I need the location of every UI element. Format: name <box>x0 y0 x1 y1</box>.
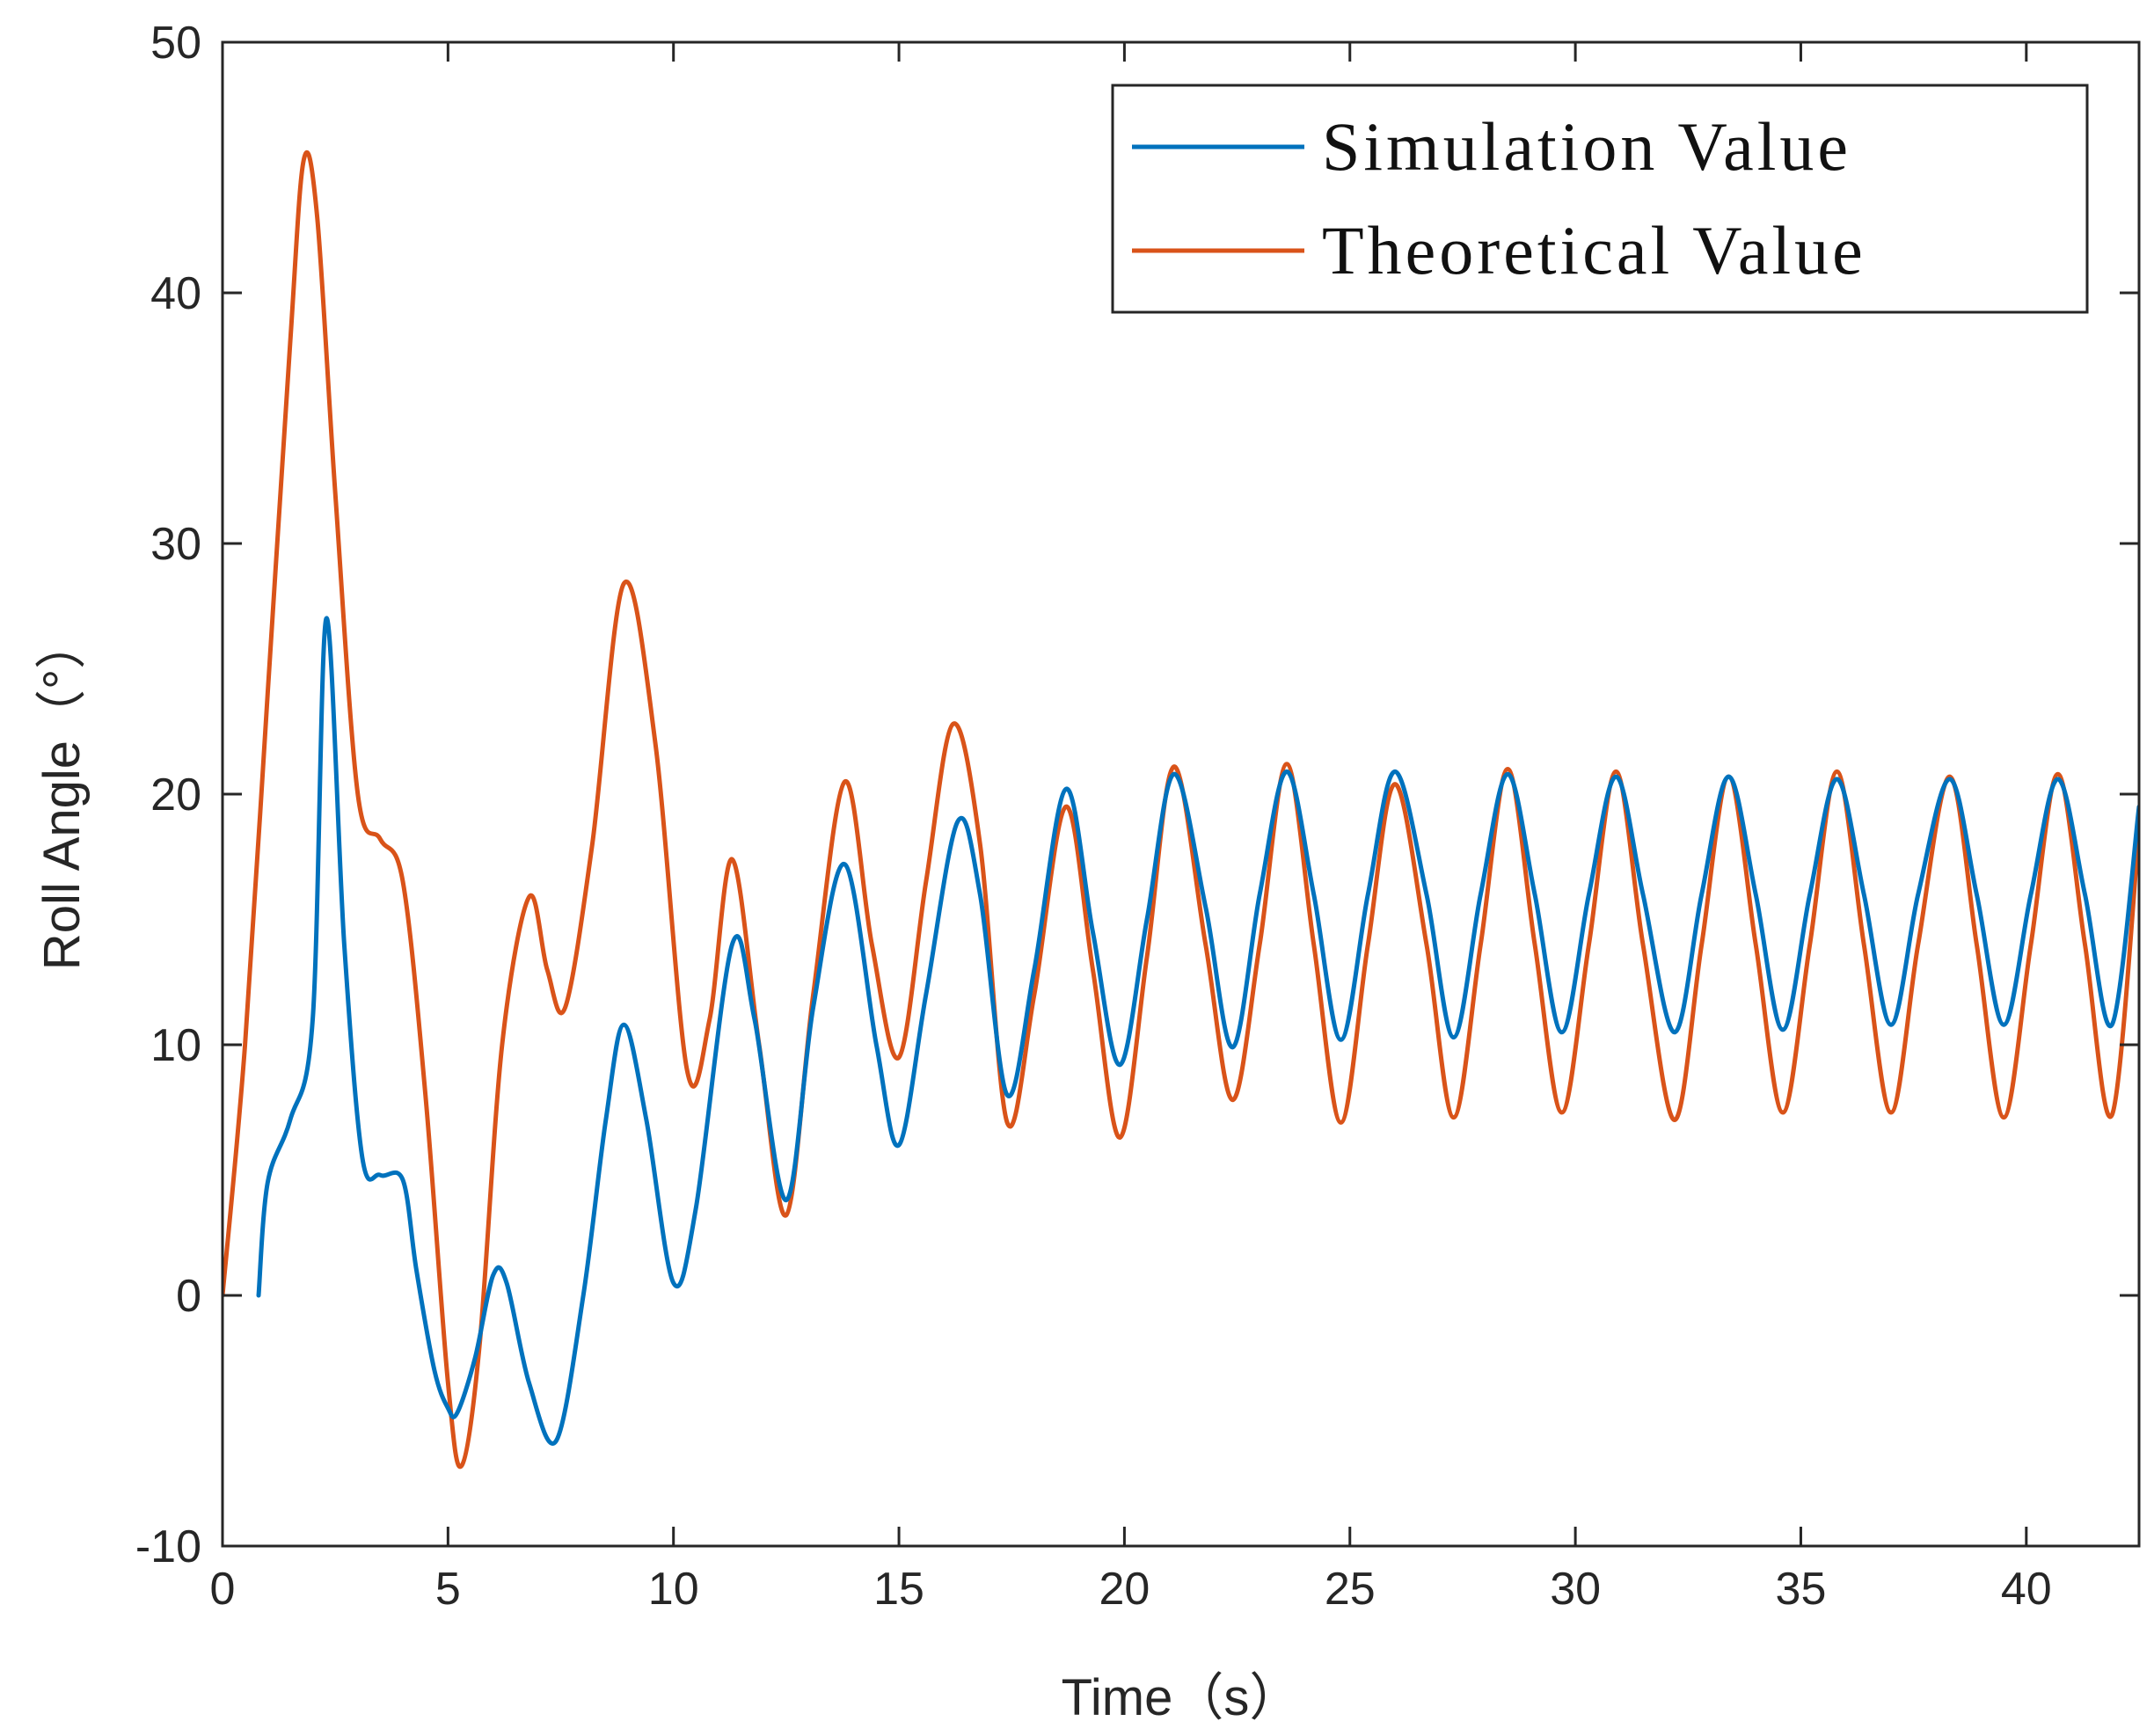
x-tick-label: 5 <box>435 1564 461 1615</box>
x-tick-label: 0 <box>210 1564 236 1615</box>
y-tick-label: 0 <box>176 1271 201 1322</box>
y-tick-label: 40 <box>150 268 201 319</box>
legend-label-simulation: Simulation Value <box>1322 108 1851 185</box>
x-tick-label: 10 <box>648 1564 699 1615</box>
x-tick-label: 25 <box>1325 1564 1376 1615</box>
y-tick-label: 30 <box>150 519 201 570</box>
legend-label-theoretical: Theoretical Value <box>1322 212 1866 288</box>
x-tick-label: 15 <box>873 1564 924 1615</box>
y-tick-label: -10 <box>135 1521 201 1572</box>
legend-box <box>1111 84 2089 314</box>
series-line-theoretical <box>223 150 2139 1470</box>
x-axis-title: Time（s） <box>1062 1669 1301 1726</box>
series-line-simulation <box>256 616 2139 1446</box>
y-axis-title: Roll Angle（°） <box>33 618 91 970</box>
legend: Simulation Value Theoretical Value <box>1111 84 2089 314</box>
x-tick-label: 40 <box>2001 1564 2052 1615</box>
y-tick-label: 20 <box>150 770 201 821</box>
y-tick-label: 10 <box>150 1020 201 1071</box>
x-tick-label: 20 <box>1099 1564 1150 1615</box>
series-layer <box>223 150 2139 1470</box>
x-tick-label: 35 <box>1776 1564 1827 1615</box>
y-tick-label: 50 <box>150 18 201 69</box>
x-tick-label: 30 <box>1550 1564 1601 1615</box>
